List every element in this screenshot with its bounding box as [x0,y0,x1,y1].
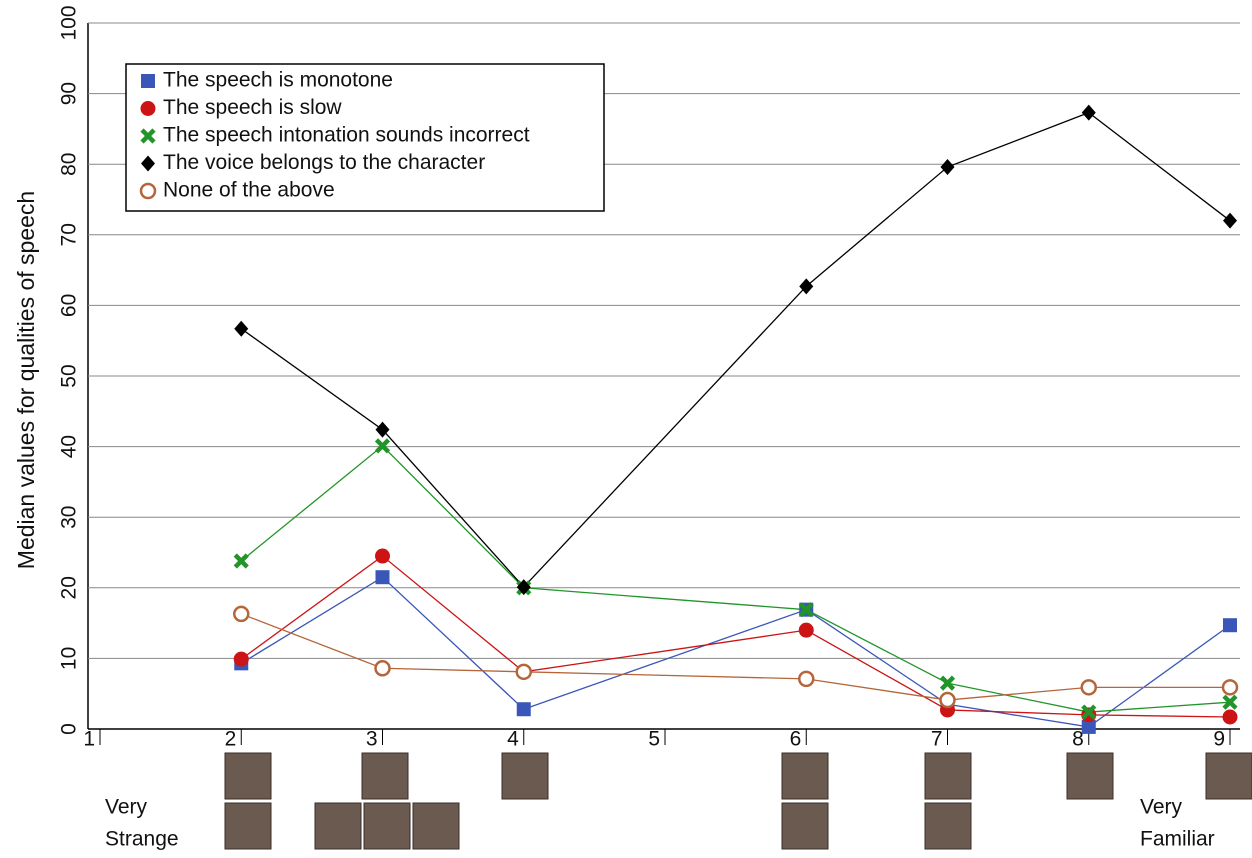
legend-box [125,63,605,212]
marker [1081,719,1096,734]
face [781,752,829,800]
marker [140,128,156,144]
y-tick-label: 100 [58,5,81,40]
marker [374,438,391,454]
y-tick-label: 10 [58,647,81,670]
face [924,752,972,800]
x-tick-label: 7 [931,728,943,751]
legend-label: The voice belongs to the character [163,151,485,174]
face [224,802,272,850]
x-tick-label: 8 [1072,728,1084,751]
marker [515,663,532,681]
face-images [224,752,1252,850]
x-tick-label: 2 [225,728,237,751]
annotation: Strange [105,828,179,851]
marker [1081,704,1097,720]
annotation: Very [1140,796,1183,819]
legend-label: None of the above [163,179,335,202]
marker [516,702,531,717]
face [1066,752,1114,800]
face [1205,752,1252,800]
face [363,802,411,850]
x-tick-label: 3 [366,728,378,751]
marker [1081,104,1096,121]
face [412,802,460,850]
marker [1080,679,1097,696]
marker [516,579,531,596]
marker [798,670,815,688]
face [924,802,972,850]
marker [1223,618,1237,633]
marker [233,651,249,667]
marker [1222,694,1238,710]
y-tick-label: 30 [58,506,81,529]
face [501,752,549,800]
marker [374,660,391,677]
marker [939,675,956,691]
face [361,752,409,800]
legend-label: The speech is slow [163,96,342,119]
marker [375,548,390,564]
series-line [240,555,1231,718]
x-tick-label: 6 [790,728,802,751]
y-tick-label: 20 [58,576,81,599]
y-tick-label: 40 [58,435,81,458]
y-tick-label: 70 [58,223,81,246]
marker [799,278,814,295]
x-tick-label: 4 [507,728,519,751]
annotation: Familiar [1140,828,1215,851]
marker [233,553,249,569]
marker [139,182,157,200]
legend-label: The speech intonation sounds incorrect [163,124,530,147]
marker [940,159,955,176]
y-tick-label: 50 [58,364,81,387]
marker [798,622,814,638]
x-tick-label: 5 [648,728,660,751]
x-tick-label: 1 [83,728,95,751]
marker [141,74,155,88]
marker [1221,679,1239,696]
marker [234,320,249,337]
annotation: Very [105,796,148,819]
marker [798,602,814,618]
marker [939,691,956,709]
legend-label: The speech is monotone [163,69,393,92]
x-tick-label: 9 [1213,728,1225,751]
marker [140,101,156,116]
marker [1223,212,1237,229]
marker [1222,709,1238,725]
face [781,802,829,850]
marker [375,570,390,585]
y-tick-label: 90 [58,82,81,105]
y-tick-label: 0 [58,723,81,735]
face [314,802,362,850]
marker [141,155,155,172]
y-tick-label: 60 [58,294,81,317]
y-axis-label: Median values for qualities of speech [13,191,39,569]
marker [375,421,390,438]
marker [233,605,250,623]
y-tick-label: 80 [58,153,81,176]
legend: The speech is monotone The speech is slow… [125,63,605,212]
series-line [240,576,1231,728]
face [224,752,272,800]
